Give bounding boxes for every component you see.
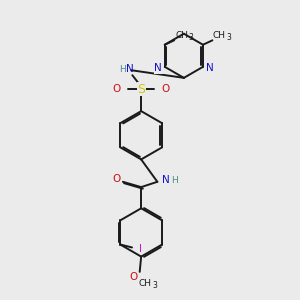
Text: S: S — [137, 82, 145, 95]
Text: I: I — [139, 244, 142, 254]
Text: O: O — [112, 84, 121, 94]
Text: H: H — [119, 65, 126, 74]
Text: O: O — [112, 174, 121, 184]
Text: N: N — [126, 64, 134, 74]
Text: N: N — [162, 175, 170, 185]
Text: 3: 3 — [189, 34, 194, 43]
Text: O: O — [129, 272, 137, 282]
Text: CH: CH — [175, 32, 188, 40]
Text: N: N — [206, 63, 213, 73]
Text: 3: 3 — [226, 34, 231, 43]
Text: N: N — [154, 63, 162, 73]
Text: O: O — [162, 84, 170, 94]
Text: 3: 3 — [153, 281, 158, 290]
Text: CH: CH — [213, 32, 226, 40]
Text: CH: CH — [139, 279, 152, 288]
Text: H: H — [171, 176, 178, 185]
